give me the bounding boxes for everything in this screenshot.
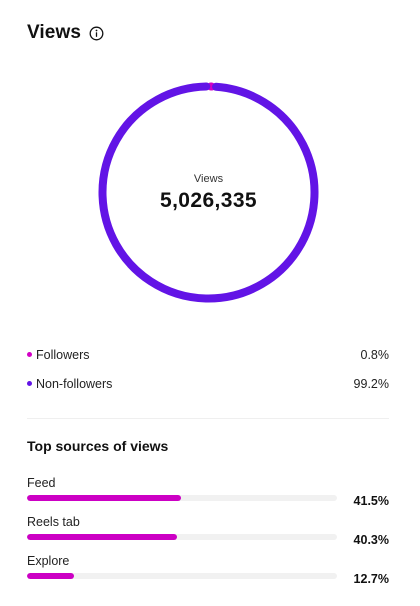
donut-center: Views 5,026,335 (96, 80, 321, 305)
section-divider (27, 418, 389, 419)
views-header: Views (27, 22, 104, 44)
audience-value: 99.2% (353, 376, 389, 391)
source-percent: 41.5% (353, 494, 389, 508)
source-bar-track (27, 534, 337, 540)
audience-breakdown: Followers 0.8% Non-followers 99.2% (27, 345, 389, 403)
source-bar-fill (27, 495, 182, 501)
source-bar-fill (27, 534, 177, 540)
audience-row-non-followers: Non-followers 99.2% (27, 374, 389, 393)
source-label: Feed (27, 476, 56, 490)
top-sources-section: Top sources of views Feed 41.5% Reels ta… (27, 438, 389, 593)
audience-label: Followers (36, 347, 90, 362)
views-donut-chart: Views 5,026,335 (96, 80, 321, 305)
audience-label: Non-followers (36, 376, 113, 391)
audience-row-followers: Followers 0.8% (27, 345, 389, 364)
source-percent: 12.7% (353, 572, 389, 586)
audience-value: 0.8% (360, 347, 390, 362)
source-item-explore: Explore 12.7% (27, 554, 389, 593)
source-item-reels-tab: Reels tab 40.3% (27, 515, 389, 554)
source-bar-track (27, 495, 337, 501)
donut-segment-non-followers (98, 82, 319, 303)
info-icon[interactable] (89, 26, 104, 41)
source-percent: 40.3% (353, 533, 389, 547)
source-bar-track (27, 573, 337, 579)
donut-svg (98, 82, 319, 303)
page-title: Views (27, 22, 82, 43)
followers-dot (27, 352, 32, 357)
source-label: Explore (27, 554, 70, 568)
source-item-feed: Feed 41.5% (27, 476, 389, 515)
source-label: Reels tab (27, 515, 80, 529)
source-bar-fill (27, 573, 75, 579)
sources-title: Top sources of views (27, 438, 169, 454)
donut-label: Views (193, 172, 224, 185)
total-views-value: 5,026,335 (159, 188, 258, 212)
non-followers-dot (27, 381, 32, 386)
